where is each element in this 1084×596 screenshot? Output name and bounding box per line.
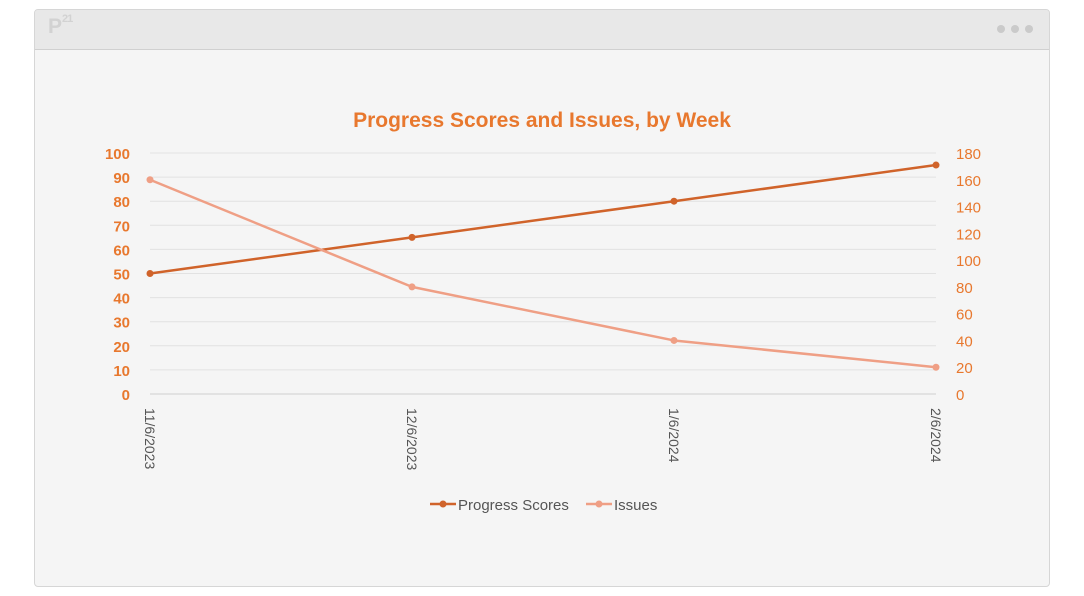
y-left-tick-label: 20: [113, 339, 130, 356]
y-left-tick-label: 60: [113, 242, 130, 259]
y-left-tick-label: 80: [113, 194, 130, 211]
menu-dot: [997, 25, 1005, 33]
data-point: [146, 176, 154, 184]
y-left-tick-label: 70: [113, 218, 130, 235]
y-right-tick-label: 120: [956, 226, 981, 243]
legend-label: Progress Scores: [458, 497, 569, 514]
legend-label: Issues: [614, 497, 657, 514]
y-right-tick-label: 40: [956, 333, 973, 350]
x-tick-label: 2/6/2024: [928, 408, 944, 463]
more-horizontal-icon[interactable]: [997, 25, 1033, 33]
y-right-tick-label: 180: [956, 146, 981, 163]
y-right-tick-label: 20: [956, 360, 973, 377]
y-left-tick-label: 100: [105, 146, 130, 163]
legend-marker: [595, 500, 603, 508]
y-right-tick-label: 140: [956, 200, 981, 217]
data-point: [408, 233, 416, 241]
data-point: [146, 270, 154, 277]
data-point: [932, 363, 940, 371]
y-left-tick-label: 0: [122, 387, 130, 404]
y-left-tick-label: 30: [113, 315, 130, 332]
y-left-tick-label: 10: [113, 363, 130, 380]
series-line: [149, 178, 937, 369]
data-point: [932, 161, 940, 169]
x-tick-label: 1/6/2024: [666, 408, 682, 463]
title-bar: P21: [35, 10, 1049, 50]
y-right-tick-label: 80: [956, 280, 973, 297]
y-right-tick-label: 60: [956, 307, 973, 324]
data-point: [408, 283, 416, 291]
app-logo: P21: [48, 13, 73, 38]
x-tick-label: 11/6/2023: [142, 408, 158, 469]
series-line: [149, 163, 937, 275]
data-point: [670, 336, 678, 344]
data-point: [670, 197, 678, 205]
y-right-tick-label: 100: [956, 253, 981, 270]
y-left-tick-label: 90: [113, 170, 130, 187]
y-right-tick-label: 0: [956, 387, 964, 404]
x-tick-label: 12/6/2023: [404, 408, 420, 470]
y-right-tick-label: 160: [956, 173, 981, 190]
menu-dot: [1025, 25, 1033, 33]
menu-dot: [1011, 25, 1019, 33]
chart-title: Progress Scores and Issues, by Week: [353, 109, 731, 132]
legend-marker: [439, 500, 447, 508]
y-left-tick-label: 50: [113, 267, 130, 284]
y-left-tick-label: 40: [113, 291, 130, 308]
